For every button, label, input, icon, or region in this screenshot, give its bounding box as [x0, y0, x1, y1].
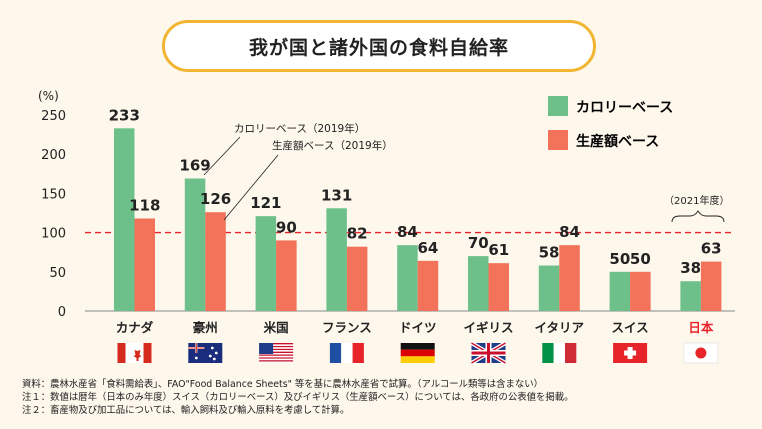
data-label: 131 [321, 186, 352, 204]
data-label: 50 [609, 250, 630, 268]
bar-production [346, 246, 368, 311]
x-tick-label: スイス [612, 320, 649, 335]
callout-calorie-2019: カロリーベース（2019年） [234, 122, 365, 135]
callout-japan-year: （2021年度） [664, 194, 729, 207]
flag-icon [683, 342, 719, 364]
data-label: 58 [539, 244, 560, 262]
y-tick-label: 100 [41, 227, 66, 242]
bar-calorie [184, 178, 206, 311]
footnotes: 資料：農林水産省「食料需給表」、FAO"Food Balance Sheets"… [22, 378, 742, 417]
y-tick-label: 150 [41, 187, 66, 202]
flag-icon [542, 343, 577, 363]
chart-title: 我が国と諸外国の食料自給率 [162, 20, 596, 72]
data-label: 84 [559, 223, 580, 241]
y-tick-label: 200 [41, 148, 66, 163]
note-2: 注２：畜産物及び加工品については、輸入飼料及び輸入原料を考慮して計算。 [22, 405, 350, 416]
data-label: 169 [179, 157, 210, 175]
legend-swatch-calorie [548, 96, 568, 116]
note-source: 資料：農林水産省「食料需給表」、FAO"Food Balance Sheets"… [22, 379, 544, 390]
data-label: 82 [347, 225, 368, 243]
bar-calorie [397, 245, 418, 311]
data-label: 233 [109, 106, 140, 124]
bar-production [630, 271, 651, 311]
bar-calorie [255, 216, 277, 311]
legend: カロリーベース 生産額ベース [548, 96, 673, 150]
bar-calorie [680, 281, 701, 311]
flag-icon [259, 343, 294, 363]
flag-icon [117, 343, 152, 363]
data-label: 63 [701, 240, 722, 258]
category-labels: カナダ 豪州 米国 フランス ドイツ イギリス イタリア スイス 日本 [116, 320, 714, 335]
legend-label-calorie: カロリーベース [576, 100, 673, 116]
data-label: 90 [276, 218, 297, 236]
data-label: 121 [250, 194, 281, 212]
y-tick-label: 50 [49, 266, 66, 281]
data-label: 118 [129, 196, 160, 214]
y-ticks: 0 50 100 150 200 250 [41, 109, 66, 320]
bars [114, 128, 722, 311]
flag-icon [400, 343, 435, 363]
callout-production-line [223, 154, 279, 221]
x-tick-label: カナダ [116, 320, 154, 335]
bar-production [276, 240, 297, 311]
data-label: 126 [200, 190, 231, 208]
flag-icon [470, 341, 507, 365]
bar-calorie [538, 265, 560, 311]
x-tick-label: 米国 [263, 320, 289, 335]
x-tick-label: ドイツ [399, 320, 437, 335]
y-tick-label: 0 [58, 305, 66, 320]
legend-swatch-production [548, 130, 568, 150]
callout-production-2019: 生産額ベース（2019年） [272, 139, 393, 152]
bar-calorie [114, 128, 135, 311]
data-label: 38 [680, 259, 701, 277]
bar-calorie [468, 256, 489, 311]
bar-calorie [609, 271, 631, 311]
y-tick-label: 250 [41, 109, 66, 124]
bar-production [134, 218, 155, 311]
data-label: 84 [397, 223, 418, 241]
flag-icon [613, 343, 648, 363]
x-tick-label: フランス [322, 320, 372, 335]
japan-bracket [671, 210, 725, 223]
x-tick-label: イタリア [535, 320, 585, 335]
legend-label-production: 生産額ベース [576, 133, 659, 150]
x-tick-label: 豪州 [193, 320, 218, 335]
callouts: カロリーベース（2019年） 生産額ベース（2019年） （2021年度） [203, 122, 729, 223]
flags [117, 341, 719, 365]
data-label: 50 [630, 250, 651, 268]
y-axis: (%) 0 50 100 150 200 250 [38, 89, 66, 320]
bar-production [700, 261, 722, 311]
bar-production [205, 212, 226, 311]
flag-icon [329, 343, 364, 363]
bar-production [559, 245, 580, 311]
y-axis-label: (%) [38, 89, 59, 103]
flag-icon [188, 343, 223, 363]
bar-calorie [326, 208, 347, 311]
bar-production [417, 260, 439, 311]
data-label: 70 [468, 234, 489, 252]
callout-calorie-line [203, 136, 241, 176]
x-tick-label: 日本 [688, 320, 714, 335]
data-label: 61 [488, 241, 509, 259]
note-1: 注１：数値は暦年（日本のみ年度）スイス（カロリーベース）及びイギリス（生産額ベー… [22, 392, 574, 403]
data-label: 64 [418, 239, 439, 257]
x-tick-label: イギリス [463, 320, 513, 335]
bar-production [488, 263, 509, 311]
